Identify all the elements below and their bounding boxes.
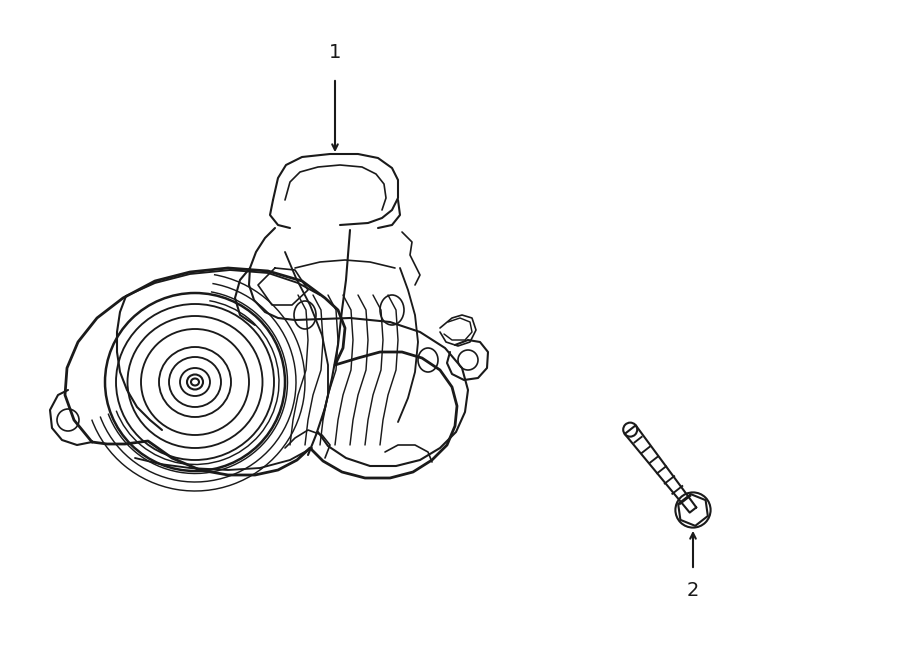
Text: 2: 2 — [687, 580, 699, 600]
Text: 1: 1 — [328, 44, 341, 63]
